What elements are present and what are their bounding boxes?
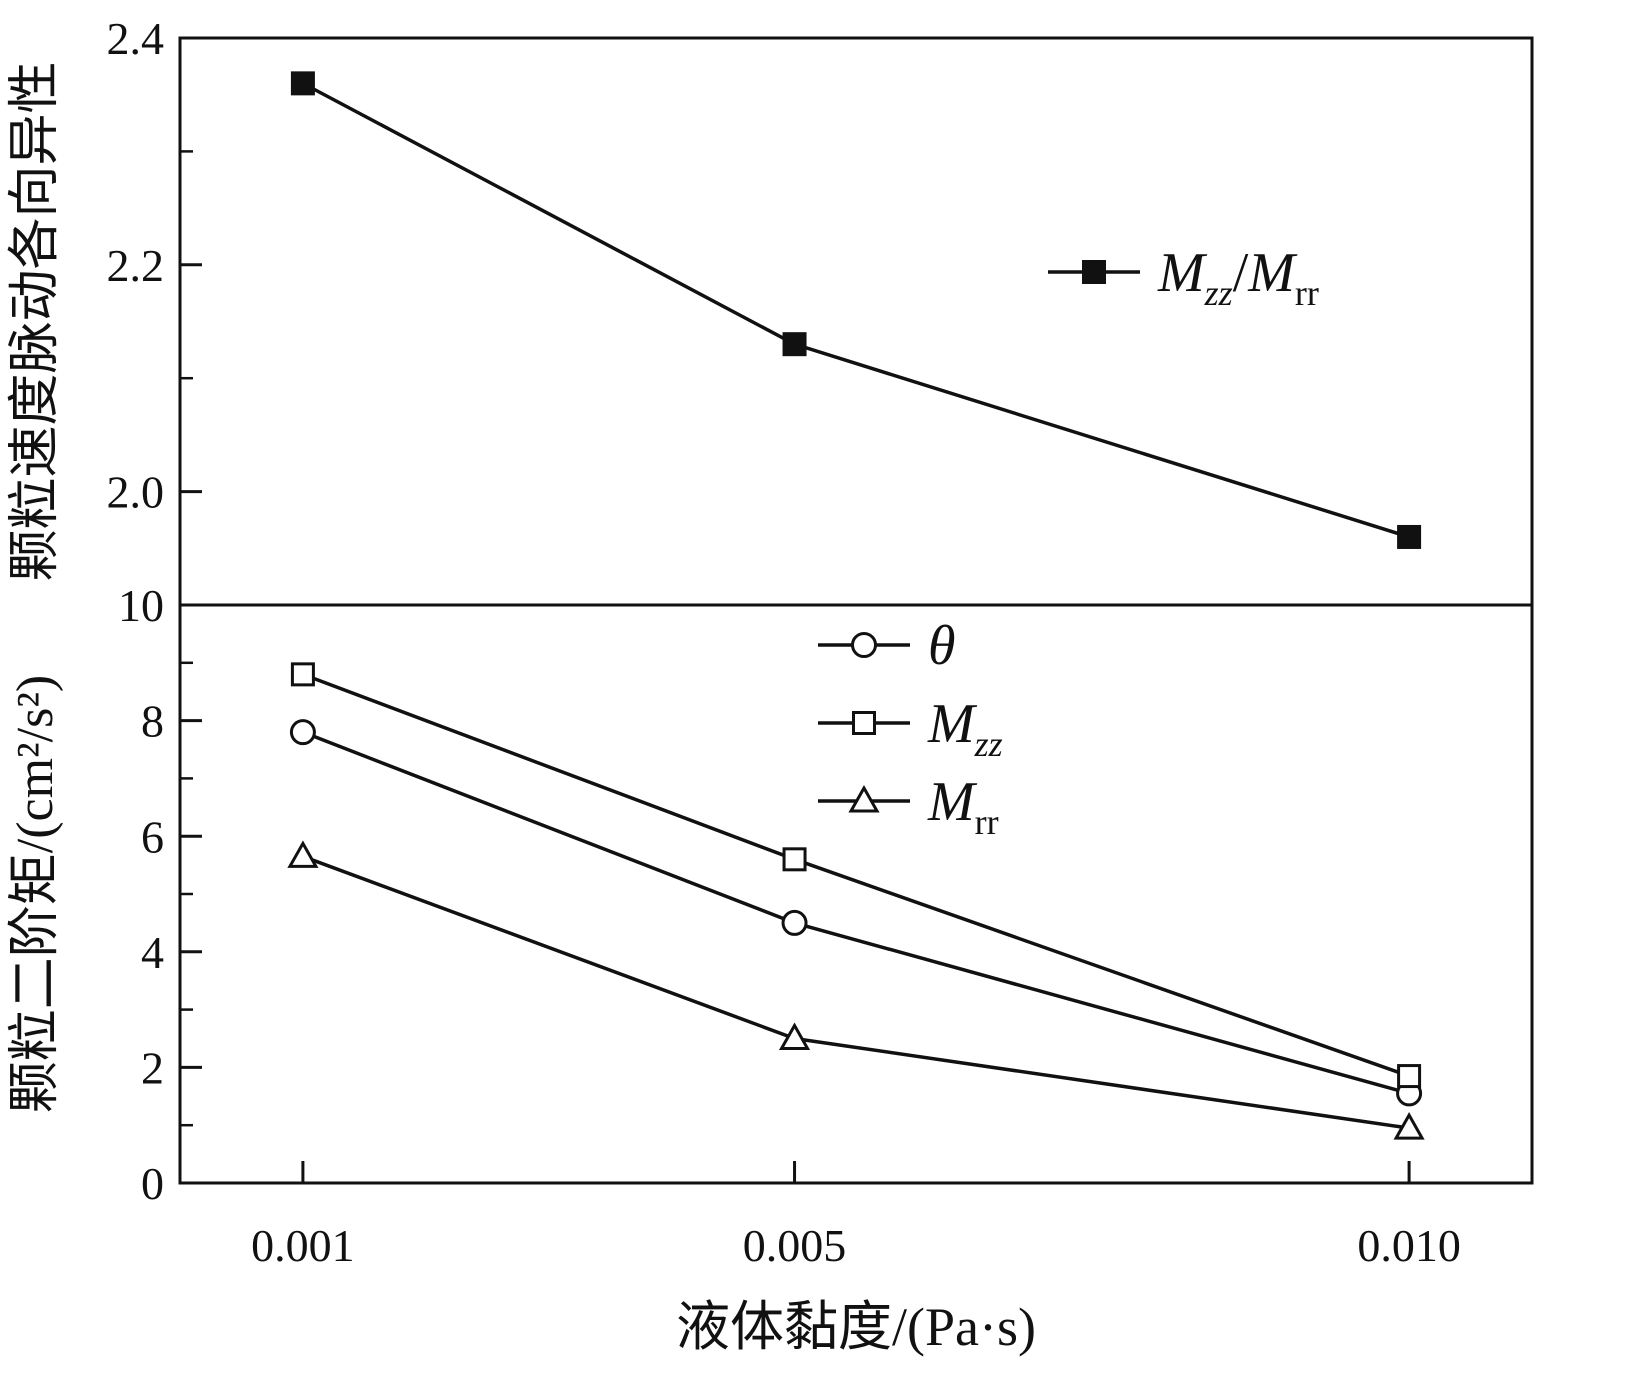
y-axis-label-anisotropy: 颗粒速度脉动各向异性 [7,61,64,581]
marker-theta [289,719,316,746]
legend-Mzz/Mrr-label: Mzz/Mrr [1157,242,1319,313]
marker-Mzz [1397,1064,1422,1089]
y-tick-label: 6 [141,811,164,862]
marker-Mzz/Mrr [782,332,807,357]
y-tick-label: 2.2 [107,240,165,291]
series-line-Mzz/Mrr [302,81,1410,539]
y-tick-label: 10 [118,580,164,631]
legend-marker-Mzz [852,711,876,735]
panel-second-moments-frame [178,603,1534,1185]
y-axis-label-second-moments: 颗粒二阶矩/(cm²/s²) [7,675,64,1113]
legend-Mrr-label: Mrr [927,771,999,842]
marker-theta [781,909,808,936]
y-tick-label: 0 [141,1158,164,1209]
y-tick-label: 4 [141,927,164,978]
legend-marker-theta [851,632,877,658]
x-tick-label: 0.005 [743,1220,847,1271]
x-tick-label: 0.001 [251,1220,355,1271]
y-tick-label: 2.0 [107,467,165,518]
marker-Mzz/Mrr [1397,524,1422,549]
legend-marker-Mzz/Mrr [1082,260,1106,284]
y-tick-label: 2.4 [107,13,165,64]
marker-Mrr [1393,1112,1425,1140]
legend-item-Mrr: Mrr [818,771,999,842]
marker-Mrr [287,840,319,868]
series-line-Mrr [302,854,1410,1130]
series-line-theta [302,730,1410,1096]
x-tick-label: 0.010 [1357,1220,1461,1271]
marker-Mzz [290,662,315,687]
legend-item-Mzz/Mrr: Mzz/Mrr [1048,242,1319,313]
marker-Mzz/Mrr [290,71,315,96]
legend-Mzz-label: Mzz [927,693,1003,764]
legend-item-Mzz: Mzz [818,693,1003,764]
marker-Mrr [778,1022,811,1050]
y-tick-label: 2 [141,1043,164,1094]
legend-item-theta: θ [818,615,956,677]
legend-theta-label: θ [928,615,956,677]
legend-marker-Mrr [848,784,880,813]
x-axis-label: 液体黏度/(Pa·s) [676,1297,1036,1357]
panel-anisotropy: 2.0 2.2 2.4 颗粒速度脉动各向异性 Mzz/Mrr [7,13,1534,607]
panel-anisotropy-frame [178,36,1534,607]
marker-Mzz [782,847,807,872]
y-tick-label: 8 [141,696,164,747]
